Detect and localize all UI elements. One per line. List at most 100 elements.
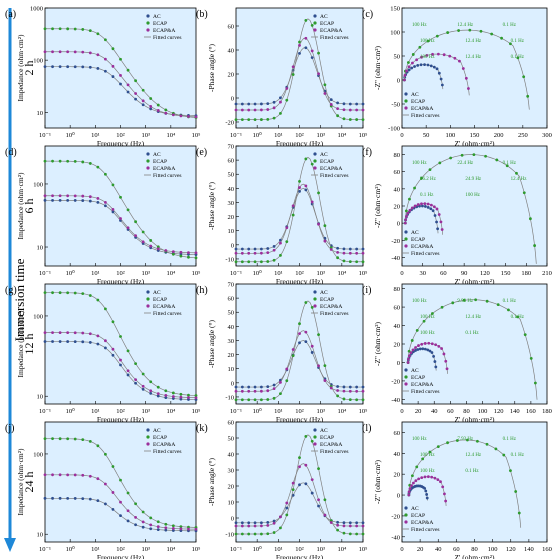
data-point xyxy=(417,344,420,347)
data-point xyxy=(253,247,257,251)
data-point xyxy=(496,303,500,307)
data-point xyxy=(134,92,138,95)
data-point xyxy=(317,504,320,508)
y-axis-label: -Phase angle (°) xyxy=(207,320,216,368)
panel-letter: (j) xyxy=(5,423,14,434)
data-point xyxy=(304,482,308,486)
data-point xyxy=(361,521,365,525)
y-tick-label: -40 xyxy=(391,534,400,541)
y-tick-label: 60 xyxy=(394,430,401,437)
data-point xyxy=(149,523,153,527)
y-tick-label: 70 xyxy=(228,144,235,151)
x-tick-label: 10⁻¹ xyxy=(39,270,51,277)
x-tick-label: 10⁴ xyxy=(337,270,347,277)
data-point xyxy=(66,496,70,500)
data-point xyxy=(164,528,168,532)
data-point xyxy=(433,360,437,363)
data-point xyxy=(304,434,308,438)
data-point xyxy=(444,499,448,503)
data-point xyxy=(111,64,115,68)
data-point xyxy=(440,347,443,350)
data-point xyxy=(104,200,107,204)
x-tick-label: 10¹ xyxy=(91,132,100,139)
data-point xyxy=(533,381,537,385)
x-tick-label: 0 xyxy=(400,408,403,415)
y-tick-label: 0 xyxy=(397,360,400,367)
data-point xyxy=(411,61,414,65)
data-point xyxy=(310,305,314,309)
panel-letter: (d) xyxy=(5,147,17,158)
data-point xyxy=(73,50,77,54)
data-point xyxy=(451,301,455,305)
data-point xyxy=(51,27,54,31)
plot-area xyxy=(401,7,548,129)
data-point xyxy=(104,172,107,176)
fitted-curve xyxy=(404,29,530,110)
data-point xyxy=(141,387,145,391)
data-point xyxy=(43,437,47,441)
data-point xyxy=(253,118,257,121)
plot-area xyxy=(235,7,364,129)
data-point xyxy=(355,118,359,121)
data-point xyxy=(88,199,92,203)
data-point xyxy=(416,203,420,206)
data-point xyxy=(187,115,190,118)
data-point xyxy=(304,46,308,50)
legend-marker xyxy=(146,304,150,308)
legend-label: ECAP&A xyxy=(411,106,433,112)
data-point xyxy=(466,438,469,442)
plot-area xyxy=(44,283,197,405)
data-point xyxy=(260,398,263,402)
data-point xyxy=(361,385,365,389)
x-tick-label: 30 xyxy=(419,270,426,277)
y-tick-label: 40 xyxy=(228,48,235,55)
data-point xyxy=(260,251,263,255)
data-point xyxy=(51,437,54,441)
data-point xyxy=(426,202,430,206)
data-point xyxy=(304,36,308,40)
data-point xyxy=(179,395,183,399)
data-point xyxy=(266,398,270,401)
panel-letter: (l) xyxy=(362,423,371,434)
data-point xyxy=(516,315,519,319)
data-point xyxy=(51,496,54,500)
data-point xyxy=(291,204,295,208)
data-point xyxy=(111,47,115,51)
data-point xyxy=(323,239,327,243)
y-tick-label: 100 xyxy=(33,313,43,320)
x-tick-label: 90 xyxy=(461,270,468,277)
data-point xyxy=(442,53,446,57)
frequency-annotation: 26.2 Hz xyxy=(420,177,437,182)
legend-marker xyxy=(146,435,150,439)
panel-letter: (e) xyxy=(196,147,207,158)
data-point xyxy=(437,71,441,75)
data-point xyxy=(171,397,175,400)
data-point xyxy=(407,493,411,497)
data-point xyxy=(279,526,282,530)
y-tick-label: -20 xyxy=(391,378,400,385)
data-point xyxy=(96,201,100,204)
y-tick-label: 60 xyxy=(228,296,235,303)
data-point xyxy=(260,247,263,251)
x-axis-label: Frequency (Hz) xyxy=(276,553,324,559)
data-point xyxy=(51,291,54,295)
data-point xyxy=(329,386,333,390)
data-point xyxy=(329,521,333,524)
y-tick-label: 50 xyxy=(394,54,401,61)
data-point xyxy=(285,226,289,230)
data-point xyxy=(234,385,238,389)
data-point xyxy=(291,73,295,76)
data-point xyxy=(516,56,520,60)
data-point xyxy=(310,23,314,27)
data-point xyxy=(411,53,415,56)
data-point xyxy=(361,398,365,402)
data-point xyxy=(435,220,438,224)
x-tick-label: 10³ xyxy=(316,408,325,415)
y-tick-label: 50 xyxy=(228,172,235,179)
x-axis-label: Frequency (Hz) xyxy=(97,139,145,148)
x-axis-label: Frequency (Hz) xyxy=(276,277,324,286)
data-point xyxy=(266,385,270,389)
data-point xyxy=(88,294,92,297)
x-tick-label: 60 xyxy=(440,270,447,277)
data-point xyxy=(66,198,70,202)
